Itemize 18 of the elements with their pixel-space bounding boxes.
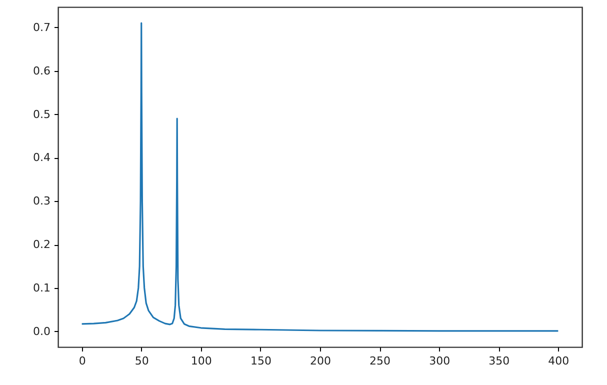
y-tick-label: 0.2 (33, 238, 50, 252)
x-tick-label: 300 (429, 354, 450, 368)
y-tick-label: 0.1 (33, 281, 50, 294)
x-tick-label: 50 (134, 354, 149, 368)
y-tick-label: 0.7 (33, 20, 50, 34)
x-tick-label: 150 (250, 354, 272, 368)
x-tick-label: 200 (310, 354, 331, 368)
y-tick-label: 0.0 (33, 324, 50, 338)
y-tick-label: 0.4 (33, 151, 50, 164)
x-tick-label: 100 (190, 354, 212, 368)
y-tick-label: 0.3 (33, 194, 50, 208)
y-tick-label: 0.5 (33, 108, 50, 121)
line-series (81, 22, 559, 332)
y-tick-label: 0.6 (33, 64, 50, 78)
x-tick-label: 400 (548, 354, 570, 368)
x-tick-label: 250 (370, 354, 391, 368)
x-tick-label: 0 (78, 354, 86, 368)
x-tick-label: 350 (488, 354, 510, 368)
